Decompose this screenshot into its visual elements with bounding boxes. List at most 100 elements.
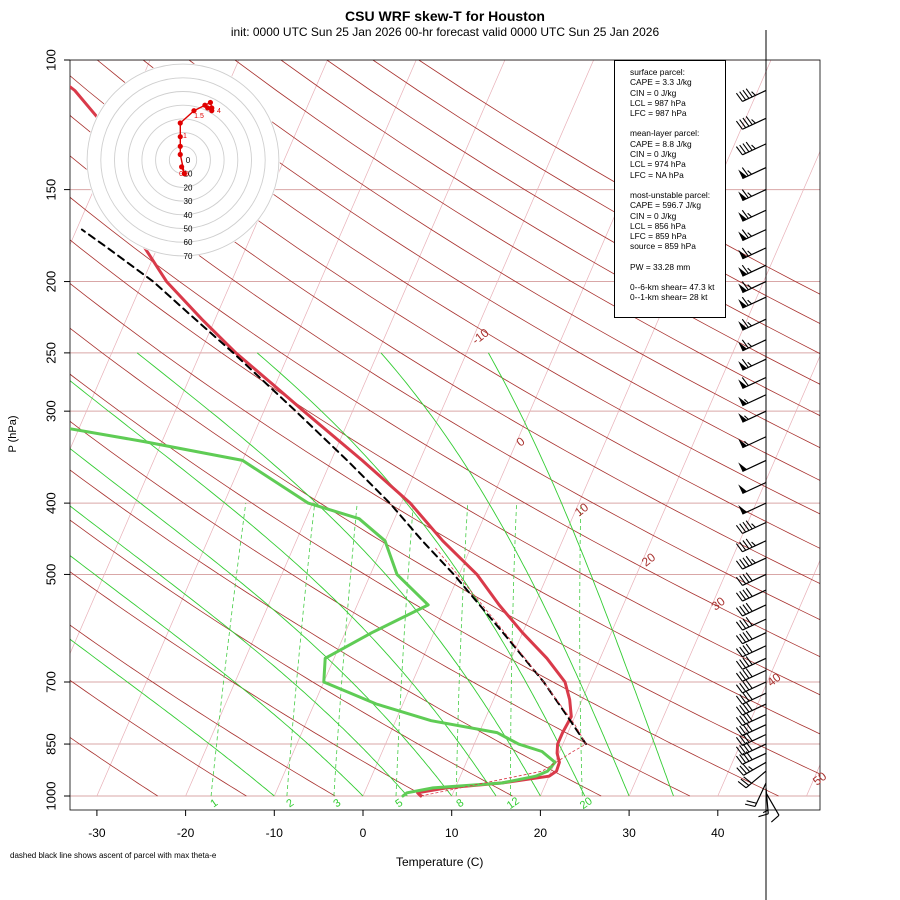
wind-barb: [738, 229, 767, 242]
barb-staff: [742, 657, 767, 670]
barb-feather: [740, 778, 750, 786]
barb-staff: [742, 604, 767, 617]
barb-feather: [741, 377, 749, 387]
wind-barb: [738, 358, 767, 371]
y-tick-label: 200: [43, 271, 58, 293]
mixing-ratio-line: [579, 503, 583, 797]
barb-feather: [735, 706, 743, 716]
wind-barb: [735, 572, 767, 586]
mixing-ratio-label: 5: [393, 797, 405, 810]
barb-staff: [742, 459, 767, 472]
wind-barb: [738, 339, 767, 352]
barb-feather: [745, 538, 753, 548]
mean-layer-parcel-header: mean-layer parcel:: [630, 128, 700, 139]
wind-barb: [735, 656, 767, 670]
wind-barb: [738, 502, 767, 515]
barb-staff: [742, 618, 767, 631]
barb-feather: [739, 558, 747, 568]
surface-lfc: LFC = 987 hPa: [630, 108, 687, 119]
barb-feather: [741, 189, 749, 199]
barb-feather: [739, 620, 747, 629]
barb-feather: [735, 92, 743, 102]
dry-adiabat: [70, 679, 247, 797]
barb-feather: [743, 776, 752, 784]
barb-staff: [745, 770, 767, 789]
barb-feather: [751, 91, 756, 96]
surface-parcel-header: surface parcel:: [630, 67, 685, 77]
barb-feather: [739, 765, 748, 774]
y-tick-label: 150: [43, 179, 58, 201]
mixing-ratio-label: 12: [505, 795, 522, 812]
chart-title: CSU WRF skew-T for Houston: [345, 8, 545, 24]
barb-feather: [745, 691, 753, 700]
barb-feather: [739, 682, 747, 692]
x-tick-label: 10: [445, 826, 459, 840]
isotherm-line: [273, 60, 594, 797]
dry-adiabat: [70, 196, 820, 658]
barb-pennant: [738, 212, 747, 222]
barb-feather: [745, 630, 753, 640]
dry-adiabat: [70, 519, 513, 797]
barb-feather: [751, 523, 756, 528]
barb-feather: [744, 803, 756, 808]
moist-adiabat: [70, 447, 453, 797]
wind-barb: [738, 189, 767, 202]
barb-feather: [742, 557, 750, 567]
dry-adiabat: [70, 736, 158, 797]
hodograph-ring-label: 40: [184, 211, 193, 220]
barb-feather: [741, 358, 749, 368]
barb-feather: [746, 800, 757, 804]
barb-feather: [741, 339, 749, 349]
barb-feather: [735, 727, 743, 736]
shear-0-1km: 0--1-km shear= 28 kt: [630, 292, 708, 303]
barb-feather: [735, 120, 743, 130]
moist-adiabat: [70, 555, 364, 797]
hodograph-ring: [114, 91, 252, 229]
hodograph-ring-label: 20: [184, 183, 193, 192]
dewpoint-profile: [70, 427, 557, 798]
barb-feather: [747, 232, 752, 237]
dry-adiabat: [70, 283, 820, 735]
barb-staff: [742, 589, 767, 602]
barb-feather: [739, 646, 747, 656]
barb-feather: [770, 814, 780, 823]
barb-feather: [741, 209, 749, 219]
wind-barb: [737, 770, 767, 789]
isotherm-line: [185, 60, 506, 797]
barb-pennant: [738, 379, 747, 389]
barb-feather: [739, 725, 747, 735]
hodograph-point-label: 1.5: [194, 113, 204, 120]
barb-feather: [735, 695, 743, 705]
barb-staff: [742, 752, 767, 765]
wind-barb: [738, 410, 767, 423]
barb-feather: [745, 88, 753, 98]
wind-barb: [735, 691, 767, 705]
mixing-ratio-label: 2: [284, 797, 296, 810]
barb-feather: [735, 524, 743, 534]
wind-barb: [735, 643, 767, 658]
hodograph-point: [191, 108, 197, 114]
wind-barb: [735, 630, 767, 645]
wind-barb: [735, 538, 767, 553]
wind-barb: [738, 247, 767, 260]
hodograph-ring-label: 60: [184, 238, 193, 247]
hodograph-point: [207, 99, 213, 106]
hodograph-ring-label: 30: [184, 197, 193, 206]
surface-cin: CIN = 0 J/kg: [630, 87, 677, 98]
barb-pennant: [738, 321, 747, 331]
mixing-ratio-label: 3: [331, 797, 343, 810]
barb-feather: [739, 541, 747, 551]
mixing-ratio-line: [286, 503, 316, 797]
dry-adiabat: [188, 60, 820, 449]
wind-barb: [735, 668, 767, 682]
most-unstable-cape: CAPE = 596.7 J/kg: [630, 200, 701, 211]
x-axis-label: Temperature (C): [396, 855, 484, 869]
isotherm-label: -10: [469, 325, 492, 347]
isotherm-line: [628, 355, 820, 797]
barb-feather: [742, 521, 750, 531]
barb-feather: [741, 281, 749, 291]
barb-feather: [736, 767, 744, 776]
barb-feather: [739, 694, 747, 704]
barb-feather: [747, 361, 752, 367]
barb-staff: [742, 632, 767, 645]
